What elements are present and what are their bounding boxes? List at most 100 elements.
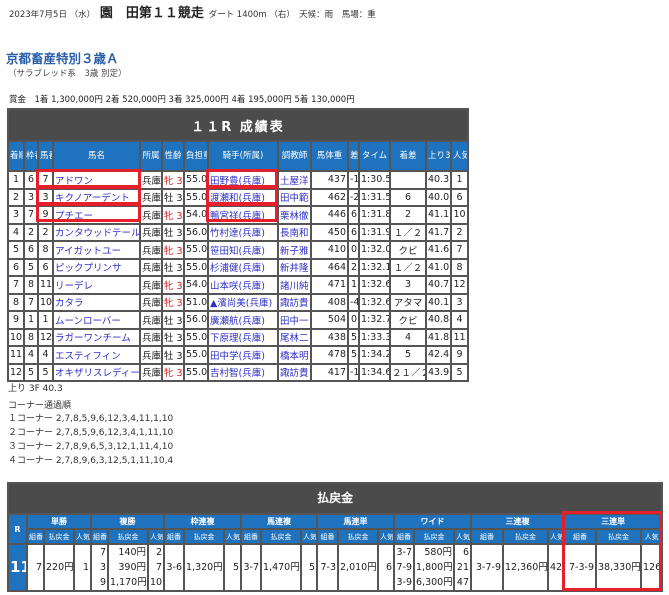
jockey-link[interactable]: 渡瀬和(兵庫) (210, 193, 265, 205)
last-3f: 41.1 (428, 209, 450, 221)
weather: 天候：雨 (299, 10, 334, 20)
combo: 7 (99, 547, 106, 558)
trainer-link[interactable]: 諏訪貴 (280, 368, 309, 380)
horse-name-link[interactable]: ラガーワンチーム (55, 333, 131, 345)
frame-no: 7 (27, 296, 35, 308)
sex-age: 牡 3 (164, 333, 183, 345)
horse-no: 8 (42, 244, 49, 256)
jockey-link[interactable]: 笹田知(兵庫) (210, 245, 265, 257)
trainer-link[interactable]: 新井隆 (280, 263, 309, 275)
trainer-link[interactable]: 諸川純 (280, 280, 309, 292)
combo: 3-7-9 (476, 562, 501, 573)
horse-name-link[interactable]: カンタウッドテール (55, 228, 140, 240)
results-title: １１R 成績表 (6, 108, 470, 142)
jockey-link[interactable]: 竹村達(兵庫) (210, 228, 265, 240)
weight-diff: 5 (350, 349, 357, 361)
trainer-link[interactable]: 田中一 (280, 315, 309, 327)
jockey-link[interactable]: ▲濱尚美(兵庫) (210, 298, 273, 310)
last-3f: 上り 3F 40.3 (8, 384, 63, 394)
corner-4: ４コーナー 2,7,8,9,6,3,12,5,1,11,10,4 (8, 456, 174, 466)
last-3f: 40.0 (428, 191, 450, 203)
body-weight: 446 (327, 209, 346, 221)
popularity: 7 (456, 244, 463, 256)
col-header: 馬体重 (310, 140, 349, 172)
popularity: 6 (462, 547, 469, 558)
table-row: 3 7 9 プチエー 兵庫牝 3 54.0 鴨宮祥(兵庫) 栗林徹 446 6 1:31.8 2 41.… (7, 205, 470, 225)
popularity: 5 (232, 562, 239, 573)
sub-header: 組番 (163, 528, 185, 545)
weight-diff: 2 (350, 261, 357, 273)
horse-name-link[interactable]: オキザリスレディー (55, 368, 140, 380)
trainer-link[interactable]: 橋本明 (280, 350, 309, 362)
time: 1:33.3 (361, 331, 390, 343)
horse-name-link[interactable]: キクノアーデント (55, 193, 130, 205)
trainer-link[interactable]: 新子雅 (280, 245, 309, 257)
payout-amount: 38,330円 (598, 562, 641, 573)
last-3f: 42.4 (428, 349, 450, 361)
payout-amount: 12,360円 (505, 562, 548, 573)
affiliation: 兵庫 (142, 350, 162, 362)
popularity: 10 (150, 577, 163, 588)
combo: 7-3-9 (569, 562, 594, 573)
jockey-link[interactable]: 下原理(兵庫) (210, 333, 265, 345)
sub-header: 人気 (147, 528, 165, 545)
table-row: 11 4 4 エスティフィン 兵庫牡 3 55.0 田中学(兵庫) 橋本明 478 5 1:34.2… (7, 345, 470, 365)
trainer-link[interactable]: 尾林二 (280, 333, 309, 345)
horse-name-link[interactable]: ムーンローバー (55, 315, 121, 327)
table-row: 8 7 10 カタラ 兵庫牝 3 51.0 ▲濱尚美(兵庫) 諏訪貴 408 -4 1:32.6 アタ… (7, 292, 470, 312)
payout-amount: 580円 (424, 547, 452, 558)
trainer-link[interactable]: 長南和 (280, 228, 309, 240)
horse-name-link[interactable]: エスティフィン (55, 350, 121, 362)
frame-no: 8 (27, 279, 35, 291)
time: 1:34.2 (361, 349, 390, 361)
trainer-link[interactable]: 諏訪貴 (280, 298, 309, 310)
last-3f: 40.1 (428, 296, 450, 308)
jockey-link[interactable]: 田野豊(兵庫) (210, 175, 265, 187)
time: 1:32.1 (361, 261, 390, 273)
affiliation: 兵庫 (142, 228, 162, 240)
sub-header: 人気 (639, 528, 664, 545)
horse-name-link[interactable]: プチエー (55, 210, 94, 222)
affiliation: 兵庫 (142, 280, 162, 292)
sub-header: 払戻金 (43, 528, 75, 545)
frame-no: 3 (27, 191, 35, 203)
sex-age: 牡 3 (164, 228, 183, 240)
horse-name-link[interactable]: カタラ (55, 298, 84, 310)
jockey-link[interactable]: 山本咲(兵庫) (210, 280, 265, 292)
horse-name-link[interactable]: ピックプリンサ (55, 263, 122, 275)
sub-header: 人気 (377, 528, 395, 545)
horse-name-link[interactable]: リーデレ (55, 280, 94, 292)
jockey-link[interactable]: 鴨宮祥(兵庫) (210, 210, 265, 222)
weight-diff: -4 (350, 296, 359, 308)
popularity: 1 (82, 562, 89, 573)
frame-no: 4 (27, 349, 35, 361)
horse-name-link[interactable]: アドワン (55, 175, 94, 187)
col-header: タイム (358, 140, 391, 172)
col-header: 馬番 (37, 140, 54, 172)
weight-carried: 55.0 (186, 349, 208, 361)
sub-header: 組番 (470, 528, 504, 545)
horse-name-link[interactable]: アイガットユー (55, 245, 122, 257)
body-weight: 462 (327, 191, 346, 203)
trainer-link[interactable]: 栗林徹 (280, 210, 309, 222)
jockey-link[interactable]: 杉浦健(兵庫) (210, 263, 265, 275)
last-3f: 41.7 (428, 226, 450, 238)
trainer-link[interactable]: 土屋洋 (280, 175, 309, 187)
margin: 4 (404, 331, 412, 343)
weight-carried: 56.0 (186, 226, 208, 238)
jockey-link[interactable]: 廣瀬航(兵庫) (210, 315, 265, 327)
finish-pos: 11 (10, 349, 23, 361)
body-weight: 471 (327, 279, 346, 291)
race-title: 園 田第１１競走 (99, 6, 204, 21)
table-row: 10 8 12 ラガーワンチーム 兵庫牡 3 55.0 下原理(兵庫) 尾林二 438 5 1:33… (7, 327, 470, 347)
jockey-link[interactable]: 田中学(兵庫) (210, 350, 265, 362)
popularity: 4 (456, 314, 463, 326)
payout-amount: 390円 (118, 562, 146, 573)
margin: 3 (404, 279, 412, 291)
bet-type-header: ワイド (393, 513, 472, 530)
payout-amount: 6,300円 (416, 577, 453, 588)
affiliation: 兵庫 (142, 193, 162, 205)
col-header: 性齢 (161, 140, 185, 172)
jockey-link[interactable]: 吉村智(兵庫) (210, 368, 265, 380)
trainer-link[interactable]: 田中範 (280, 193, 309, 205)
